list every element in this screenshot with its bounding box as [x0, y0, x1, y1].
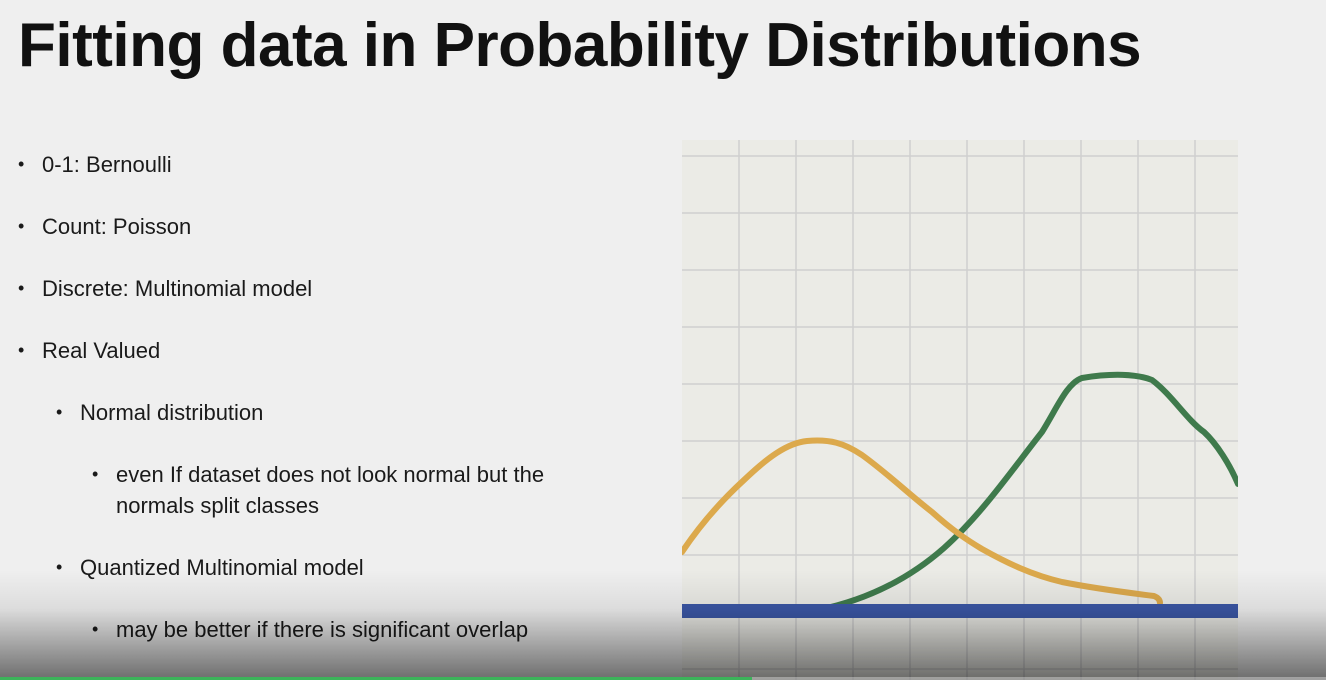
slide-title: Fitting data in Probability Distribution…: [18, 11, 1142, 80]
sub-bullet-item: • Normal distribution: [56, 397, 600, 428]
bullet-list: • 0-1: Bernoulli • Count: Poisson • Disc…: [0, 0, 640, 680]
bullet-text: even If dataset does not look normal but…: [116, 462, 545, 518]
bullet-dot-icon: •: [18, 216, 25, 236]
distribution-sketch: [682, 140, 1238, 680]
bullet-text: Normal distribution: [80, 400, 264, 425]
bullet-dot-icon: •: [18, 154, 25, 174]
bullet-text: Discrete: Multinomial model: [42, 276, 313, 301]
bullet-text: may be better if there is significant ov…: [116, 617, 529, 642]
bullet-dot-icon: •: [92, 619, 99, 639]
video-progress-fill: [0, 677, 752, 680]
bullet-item: • Real Valued: [18, 335, 602, 366]
bullet-item: • Discrete: Multinomial model: [18, 273, 602, 304]
bullet-dot-icon: •: [18, 278, 25, 298]
baseline-bar: [682, 604, 1238, 618]
bullet-text: Quantized Multinomial model: [80, 555, 364, 580]
video-progress-bar[interactable]: [0, 677, 1326, 680]
bullet-text: Real Valued: [42, 338, 161, 363]
sub-bullet-item: • Quantized Multinomial model: [56, 552, 600, 583]
distribution-sketch-svg: [682, 140, 1238, 680]
bullet-dot-icon: •: [56, 557, 63, 577]
bullet-dot-icon: •: [18, 340, 25, 360]
bullet-text: 0-1: Bernoulli: [42, 152, 172, 177]
bullet-item: • Count: Poisson: [18, 211, 602, 242]
bullet-dot-icon: •: [56, 402, 63, 422]
bullet-text: Count: Poisson: [42, 214, 192, 239]
sub-sub-bullet-item: • even If dataset does not look normal b…: [92, 459, 601, 521]
bullet-dot-icon: •: [92, 464, 99, 484]
sub-sub-bullet-item: • may be better if there is significant …: [92, 614, 546, 645]
green-bell-curve: [815, 371, 1238, 613]
bullet-item: • 0-1: Bernoulli: [18, 149, 602, 180]
